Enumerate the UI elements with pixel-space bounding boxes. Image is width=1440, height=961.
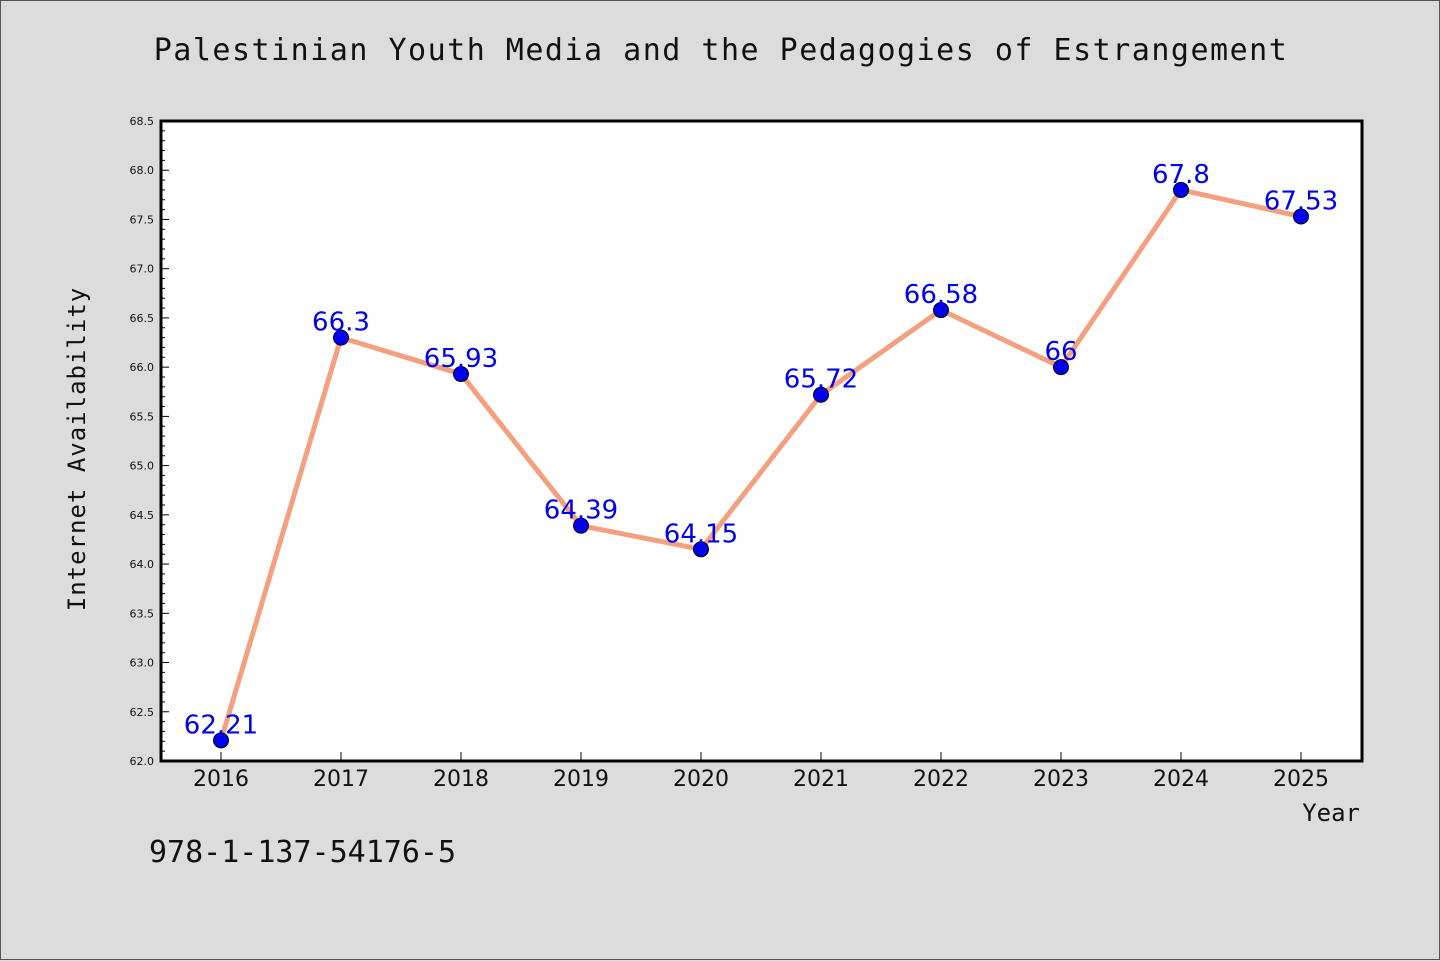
x-tick-label: 2024 — [1153, 767, 1209, 792]
data-label: 64.15 — [664, 519, 738, 549]
x-tick-label: 2018 — [433, 767, 489, 792]
y-axis: 62.0 62.5 63.0 63.5 64.0 64.5 65.0 65.5 66.0 66.5… — [130, 115, 155, 768]
x-tick-label: 2019 — [553, 767, 609, 792]
y-tick-label: 67.5 — [130, 213, 155, 226]
y-tick-label: 64.5 — [130, 509, 155, 522]
data-point — [1173, 181, 1189, 198]
y-tick-label: 63.0 — [130, 657, 155, 670]
data-label: 65.93 — [424, 344, 498, 374]
data-labels: 62.21 66.3 65.93 64.39 64.15 65.72 66.58 66 67.8… — [184, 160, 1338, 740]
data-point — [333, 329, 349, 346]
y-tick-label: 66.0 — [130, 361, 155, 374]
x-axis: 2016 2017 2018 2019 2020 2021 2022 2023 2024 2025 — [193, 752, 1329, 792]
y-tick-label: 65.0 — [130, 460, 155, 473]
data-point — [933, 302, 949, 319]
data-label: 66 — [1044, 337, 1077, 367]
data-point — [573, 517, 589, 534]
y-tick-label: 63.5 — [130, 607, 155, 620]
y-tick-label: 64.0 — [130, 558, 155, 571]
x-axis-label: Year — [1302, 799, 1360, 827]
data-label: 62.21 — [184, 710, 258, 740]
y-tick-label: 62.5 — [130, 706, 155, 719]
data-point — [813, 386, 829, 403]
y-tick-label: 65.5 — [130, 410, 155, 423]
data-label: 64.39 — [544, 496, 618, 526]
plot-area — [161, 121, 1362, 761]
y-tick-label: 62.0 — [130, 755, 155, 768]
y-tick-label: 67.0 — [130, 263, 155, 276]
series-markers — [213, 181, 1309, 749]
y-tick-label: 68.0 — [130, 164, 155, 177]
data-label: 67.53 — [1264, 187, 1338, 217]
x-tick-label: 2021 — [793, 767, 849, 792]
chart-title: Palestinian Youth Media and the Pedagogi… — [153, 33, 1289, 68]
y-axis-label: Internet Availability — [63, 287, 91, 611]
data-label: 67.8 — [1152, 160, 1210, 190]
data-point — [1293, 208, 1309, 225]
y-tick-label: 66.5 — [130, 312, 155, 325]
data-label: 65.72 — [784, 365, 858, 395]
data-label: 66.58 — [904, 280, 978, 310]
data-point — [1053, 359, 1069, 376]
data-point — [453, 366, 469, 383]
x-tick-label: 2022 — [913, 767, 969, 792]
x-tick-label: 2025 — [1273, 767, 1329, 792]
data-point — [693, 541, 709, 558]
data-label: 66.3 — [312, 308, 370, 338]
x-tick-label: 2023 — [1033, 767, 1089, 792]
x-tick-label: 2020 — [673, 767, 729, 792]
x-tick-label: 2016 — [193, 767, 249, 792]
series-line — [218, 187, 1304, 743]
data-point — [213, 732, 229, 749]
y-tick-label: 68.5 — [130, 115, 155, 128]
plot-frame — [159, 119, 1364, 763]
x-tick-label: 2017 — [313, 767, 369, 792]
isbn-footer: 978-1-137-54176-5 — [149, 835, 457, 870]
